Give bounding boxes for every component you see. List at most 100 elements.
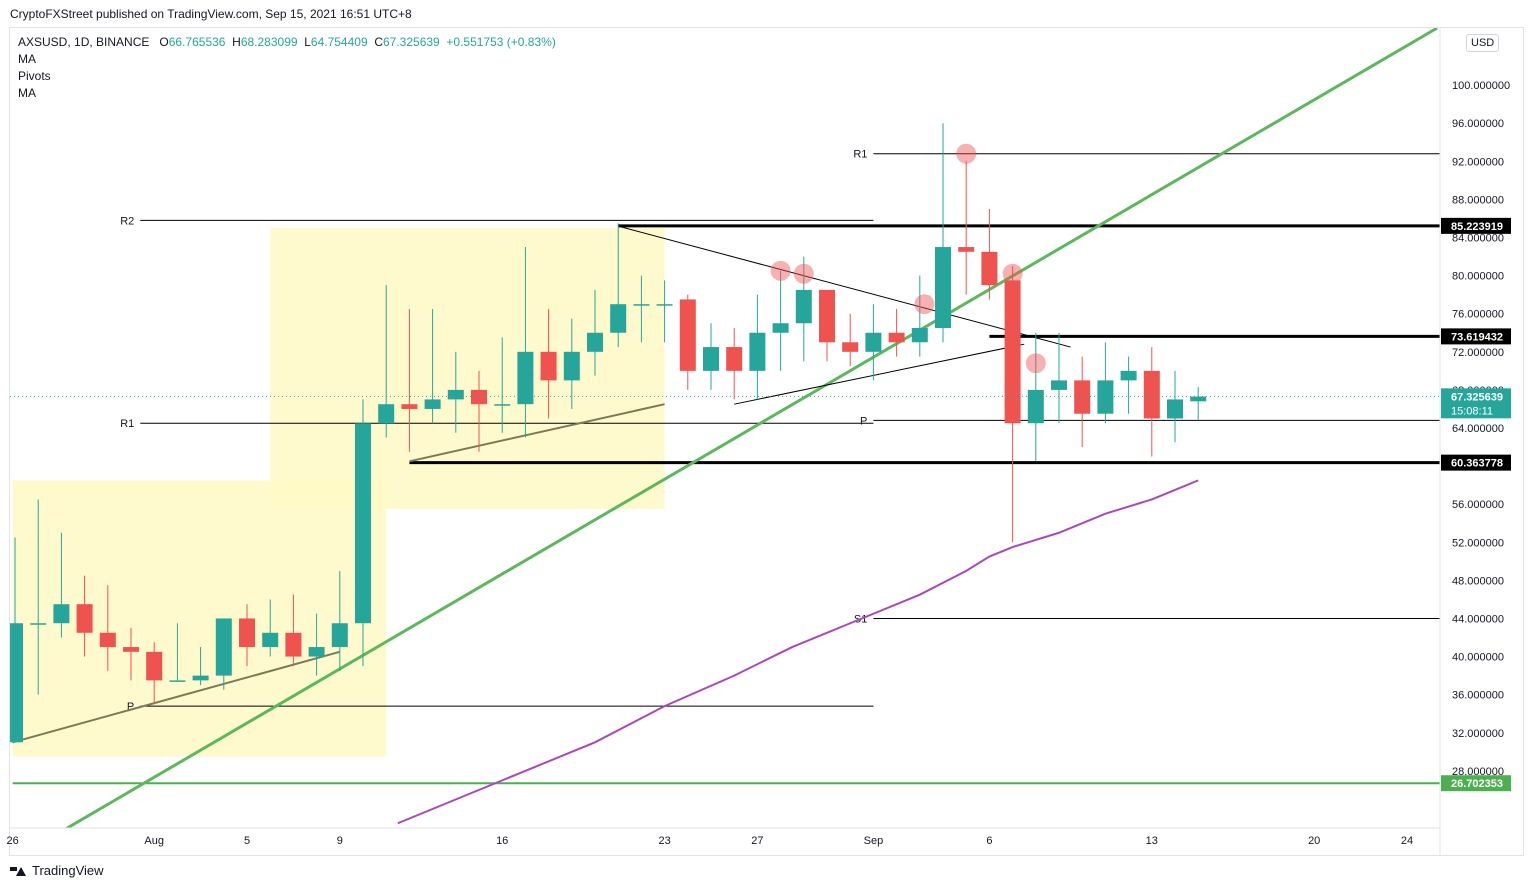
candle-body-28	[656, 304, 673, 306]
x-tick-7: Sep	[864, 835, 884, 847]
candle-body-20	[471, 389, 487, 405]
y-tick-4: 84.000000	[1452, 233, 1504, 245]
y-tick-5: 80.000000	[1452, 271, 1504, 283]
last-price-badge	[1441, 388, 1511, 419]
y-tick-2: 92.000000	[1452, 156, 1504, 168]
y-tick-10: 56.000000	[1452, 499, 1504, 511]
highlight-boxes	[12, 228, 665, 757]
tradingview-brand: TradingView	[32, 863, 104, 878]
candle-body-35	[819, 289, 835, 343]
x-tick-1: Aug	[144, 835, 164, 847]
indicator-ma-1[interactable]: MA	[18, 52, 36, 66]
currency-button[interactable]: USD	[1466, 34, 1500, 52]
candle-body-49	[1143, 370, 1160, 419]
close-label: C	[374, 35, 383, 49]
pivot-label-4: P	[860, 415, 867, 427]
candle-body-48	[1120, 370, 1137, 381]
level-badge-0	[1441, 217, 1511, 234]
y-tick-7: 72.000000	[1452, 347, 1504, 359]
highlight-box-1	[270, 228, 665, 509]
candle-body-41	[958, 247, 975, 252]
high-label: H	[232, 35, 241, 49]
candle-body-46	[1074, 380, 1091, 414]
candle-body-4	[99, 632, 116, 648]
publisher-header: CryptoFXStreet published on TradingView.…	[10, 7, 412, 21]
close-value: 67.325639	[382, 35, 440, 49]
candle-body-13	[308, 647, 325, 657]
trendline-3	[618, 225, 1071, 348]
candle-body-8	[192, 675, 209, 681]
low-value: 64.754409	[310, 35, 368, 49]
level-badge-2	[1441, 454, 1511, 471]
y-tick-9: 64.000000	[1452, 423, 1504, 435]
open-label: O	[159, 35, 169, 49]
high-value: 68.283099	[240, 35, 298, 49]
candle-body-37	[865, 332, 882, 352]
tradingview-logo[interactable]: TradingView	[10, 863, 104, 878]
candle-body-40	[935, 247, 951, 328]
candle-body-39	[911, 328, 928, 343]
indicator-ma-2[interactable]: MA	[18, 86, 36, 100]
trendline-4	[734, 343, 1025, 405]
trendline-1	[12, 650, 341, 744]
x-tick-9: 13	[1146, 835, 1158, 847]
marker-3	[956, 143, 977, 164]
pivot-label-2: P	[127, 701, 134, 713]
candle-body-17	[401, 404, 418, 409]
candle-body-7	[169, 680, 186, 682]
y-tick-1: 96.000000	[1452, 118, 1504, 130]
level-badge-text-1: 73.619432	[1451, 331, 1503, 343]
y-tick-15: 36.000000	[1452, 690, 1504, 702]
candle-body-24	[563, 351, 580, 381]
level-badge-text-0: 85.223919	[1451, 221, 1503, 233]
candle-body-31	[726, 347, 743, 371]
candle-body-21	[494, 404, 511, 406]
candle-body-10	[239, 618, 255, 648]
candle-body-43	[1004, 280, 1021, 424]
markers	[770, 143, 1046, 374]
candle-body-1	[30, 623, 47, 625]
candle-body-45	[1051, 380, 1067, 390]
candle-body-26	[610, 304, 627, 333]
x-axis: 26 Aug 5 9 16 23 27 Sep 6 13 20 24	[7, 827, 1440, 847]
indicator-pivots[interactable]: Pivots	[18, 69, 51, 83]
last-price-text: 67.325639	[1451, 391, 1503, 403]
chart-frame	[9, 27, 1524, 856]
horizontal-levels	[12, 224, 1440, 785]
low-label: L	[304, 35, 311, 49]
candle-body-34	[795, 289, 812, 324]
candle-body-14	[331, 623, 348, 648]
candle-body-50	[1167, 399, 1183, 419]
y-axis: 100.000000 96.000000 92.000000 88.000000 84.…	[1439, 28, 1511, 856]
x-tick-3: 9	[337, 835, 343, 847]
candle-body-19	[447, 389, 464, 400]
ma-line	[397, 479, 1199, 825]
level-badge-text-3: 26.702353	[1451, 778, 1503, 790]
candle-body-5	[123, 647, 139, 652]
pivot-label-1: R1	[120, 418, 134, 430]
candle-body-32	[749, 332, 766, 371]
candle-body-44	[1027, 389, 1044, 424]
legend-symbol-line: AXSUSD, 1D, BINANCE O66.765536 H68.28309…	[18, 35, 556, 49]
marker-0	[770, 260, 791, 281]
open-value: 66.765536	[168, 35, 226, 49]
pivot-label-3: R1	[853, 149, 867, 161]
candle-body-2	[53, 604, 70, 624]
marker-4	[1002, 263, 1023, 284]
marker-2	[914, 294, 935, 315]
candles	[10, 123, 1207, 743]
level-badge-1	[1441, 328, 1511, 345]
y-tick-3: 88.000000	[1452, 194, 1504, 206]
y-tick-11: 52.000000	[1452, 537, 1504, 549]
candle-body-29	[679, 299, 696, 371]
candle-body-25	[587, 332, 603, 352]
y-tick-0: 100.000000	[1452, 80, 1510, 92]
trendline-0	[64, 28, 1438, 828]
candle-body-9	[215, 618, 232, 676]
symbol-label: AXSUSD, 1D, BINANCE	[18, 35, 150, 49]
candle-body-30	[703, 347, 719, 371]
moving-average	[397, 479, 1199, 825]
candle-body-15	[355, 423, 371, 624]
